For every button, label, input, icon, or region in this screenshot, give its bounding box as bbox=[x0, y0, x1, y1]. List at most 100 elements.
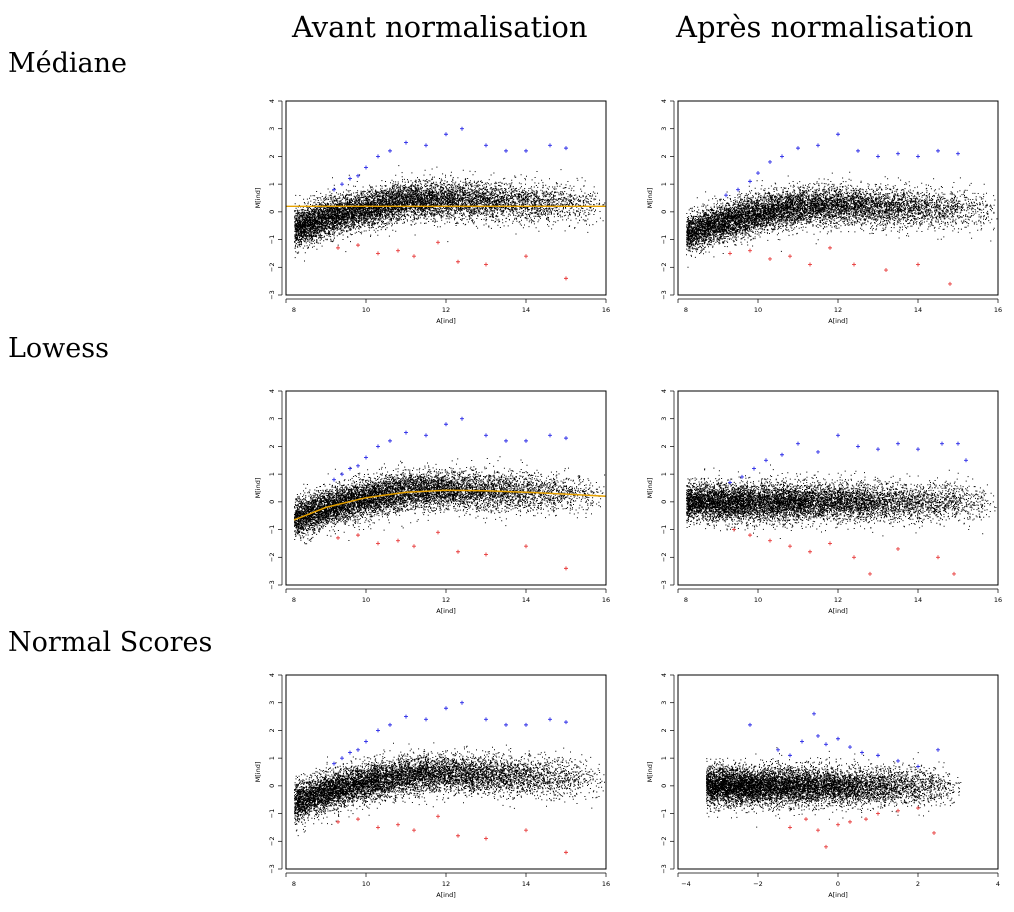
x-tick-label: 8 bbox=[292, 306, 296, 314]
down-regulated-series-point bbox=[768, 538, 772, 543]
y-tick-label: 0 bbox=[660, 784, 668, 788]
y-tick-label: −3 bbox=[268, 864, 276, 874]
down-regulated-series-point bbox=[484, 552, 488, 557]
down-regulated-series-point bbox=[896, 546, 900, 551]
up-regulated-series-point bbox=[796, 146, 800, 151]
down-regulated-series-point bbox=[748, 248, 752, 253]
y-tick-label: −3 bbox=[268, 580, 276, 590]
down-regulated-series-point bbox=[376, 541, 380, 546]
y-tick-label: 1 bbox=[268, 182, 276, 186]
down-regulated-series-point bbox=[436, 530, 440, 535]
up-regulated-series-point bbox=[564, 146, 568, 151]
y-tick-label: 2 bbox=[660, 444, 668, 448]
down-regulated-series-point bbox=[336, 245, 340, 250]
x-tick-label: 8 bbox=[684, 306, 688, 314]
up-regulated-series-point bbox=[776, 747, 780, 752]
x-tick-label: −2 bbox=[753, 880, 763, 888]
down-regulated-series-point bbox=[456, 259, 460, 264]
down-regulated-series-point bbox=[852, 262, 856, 267]
up-regulated-series-point bbox=[876, 753, 880, 758]
column-heading-before: Avant normalisation bbox=[292, 10, 588, 44]
up-regulated-series-point bbox=[548, 433, 552, 438]
down-regulated-series-point bbox=[868, 571, 872, 576]
up-regulated-series-point bbox=[916, 447, 920, 452]
y-tick-label: −2 bbox=[660, 262, 668, 272]
x-tick-label: 4 bbox=[996, 880, 1000, 888]
down-regulated-series-point bbox=[564, 276, 568, 281]
down-regulated-series-point bbox=[456, 833, 460, 838]
x-tick-label: 12 bbox=[442, 306, 450, 314]
y-tick-label: 1 bbox=[660, 182, 668, 186]
x-axis-label: A[ind] bbox=[436, 317, 456, 325]
up-regulated-series-point bbox=[404, 714, 408, 719]
down-regulated-series-point bbox=[412, 828, 416, 833]
down-regulated-series-point bbox=[732, 527, 736, 532]
up-regulated-series-point bbox=[940, 441, 944, 446]
point-cloud bbox=[686, 464, 997, 539]
up-regulated-series-point bbox=[936, 747, 940, 752]
up-regulated-series bbox=[332, 416, 568, 482]
down-regulated-series-point bbox=[748, 533, 752, 538]
down-regulated-series-point bbox=[948, 281, 952, 286]
y-tick-label: −2 bbox=[268, 262, 276, 272]
x-tick-label: 14 bbox=[522, 306, 530, 314]
down-regulated-series-point bbox=[524, 254, 528, 259]
y-tick-label: −2 bbox=[268, 836, 276, 846]
down-regulated-series-point bbox=[484, 836, 488, 841]
up-regulated-series bbox=[332, 126, 568, 192]
up-regulated-series-point bbox=[404, 430, 408, 435]
up-regulated-series-point bbox=[916, 154, 920, 159]
column-heading-after: Après normalisation bbox=[676, 10, 974, 44]
up-regulated-series-point bbox=[780, 452, 784, 457]
y-axis-label: M[ind] bbox=[646, 478, 654, 499]
plot-area bbox=[686, 433, 997, 576]
down-regulated-series-point bbox=[804, 817, 808, 822]
down-regulated-series-point bbox=[376, 825, 380, 830]
down-regulated-series-point bbox=[768, 256, 772, 261]
x-tick-label: 10 bbox=[754, 596, 762, 604]
up-regulated-series-point bbox=[848, 745, 852, 750]
down-regulated-series-point bbox=[836, 822, 840, 827]
y-tick-label: 2 bbox=[268, 444, 276, 448]
y-tick-label: 3 bbox=[268, 701, 276, 705]
x-tick-label: 16 bbox=[994, 306, 1002, 314]
up-regulated-series-point bbox=[340, 182, 344, 187]
x-tick-label: 12 bbox=[834, 596, 842, 604]
up-regulated-series-point bbox=[444, 422, 448, 427]
y-tick-label: 1 bbox=[268, 756, 276, 760]
up-regulated-series-point bbox=[816, 733, 820, 738]
point-cloud bbox=[294, 165, 606, 262]
down-regulated-series-point bbox=[396, 822, 400, 827]
y-tick-label: 4 bbox=[660, 673, 668, 677]
down-regulated-series-point bbox=[524, 544, 528, 549]
up-regulated-series-point bbox=[524, 438, 528, 443]
up-regulated-series-point bbox=[752, 466, 756, 471]
plot-frame bbox=[677, 390, 999, 586]
y-tick-label: −3 bbox=[660, 580, 668, 590]
up-regulated-series-point bbox=[856, 444, 860, 449]
down-regulated-series-point bbox=[848, 819, 852, 824]
y-tick-label: −3 bbox=[660, 290, 668, 300]
up-regulated-series-point bbox=[548, 717, 552, 722]
up-regulated-series-point bbox=[748, 179, 752, 184]
down-regulated-series-point bbox=[564, 850, 568, 855]
row-heading-lowess: Lowess bbox=[8, 333, 109, 364]
x-tick-label: 14 bbox=[914, 596, 922, 604]
point-cloud bbox=[686, 171, 998, 268]
up-regulated-series-point bbox=[964, 458, 968, 463]
up-regulated-series-point bbox=[788, 753, 792, 758]
up-regulated-series-point bbox=[768, 159, 772, 164]
up-regulated-series-point bbox=[524, 722, 528, 727]
plot-area bbox=[286, 126, 606, 281]
up-regulated-series-point bbox=[364, 165, 368, 170]
up-regulated-series-point bbox=[388, 722, 392, 727]
down-regulated-series-point bbox=[896, 808, 900, 813]
up-regulated-series-point bbox=[564, 436, 568, 441]
up-regulated-series-point bbox=[348, 176, 352, 181]
down-regulated-series bbox=[336, 240, 568, 281]
y-axis-label: M[ind] bbox=[254, 762, 262, 783]
up-regulated-series-point bbox=[460, 416, 464, 421]
up-regulated-series-point bbox=[860, 750, 864, 755]
down-regulated-series-point bbox=[356, 243, 360, 248]
up-regulated-series-point bbox=[956, 441, 960, 446]
